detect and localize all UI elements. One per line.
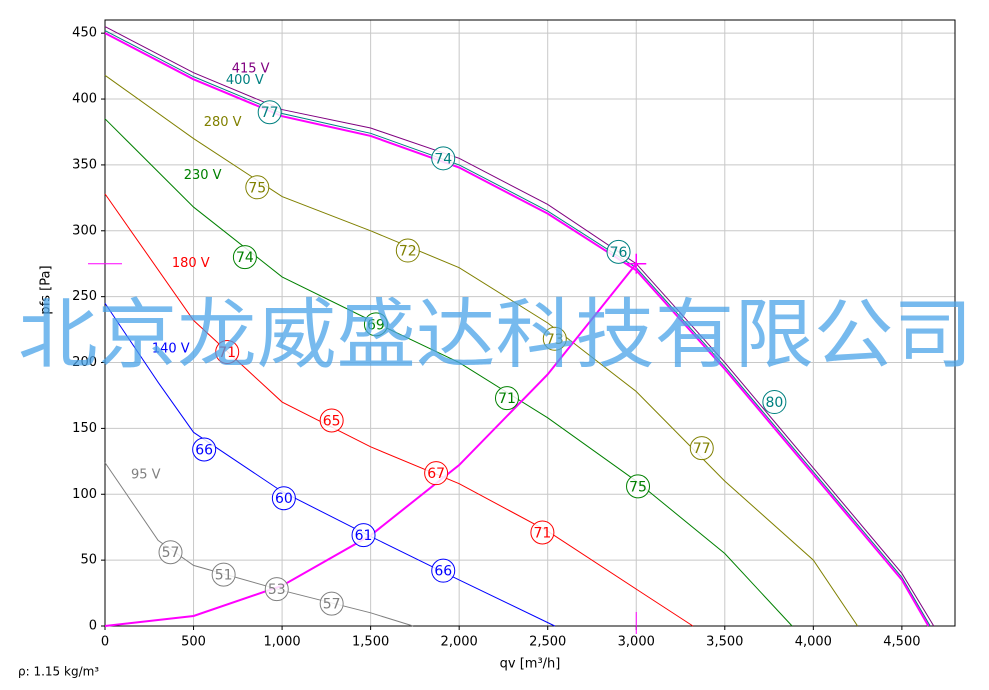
efficiency-marker [530, 520, 555, 545]
curve [104, 32, 930, 627]
efficiency-label: 74 [434, 151, 452, 167]
series-label: 415 V [232, 61, 270, 76]
efficiency-label: 57 [323, 597, 341, 613]
efficiency-label: 77 [693, 441, 711, 457]
efficiency-label: 60 [275, 491, 293, 507]
efficiency-marker [245, 175, 270, 200]
efficiency-label: 57 [162, 545, 180, 561]
series-label: 180 V [172, 256, 210, 271]
efficiency-label: 71 [498, 391, 516, 407]
x-tick-label: 0 [101, 635, 109, 650]
efficiency-marker [494, 386, 519, 411]
curve [104, 26, 935, 627]
efficiency-marker [363, 312, 388, 337]
efficiency-label: 73 [546, 332, 564, 348]
efficiency-label: 77 [261, 105, 279, 121]
efficiency-marker [271, 486, 296, 511]
efficiency-label: 75 [248, 180, 266, 196]
curve [104, 193, 694, 627]
y-tick-label: 150 [72, 421, 97, 436]
efficiency-marker [264, 577, 289, 602]
efficiency-label: 71 [218, 345, 236, 361]
efficiency-label: 66 [434, 564, 452, 580]
efficiency-label: 74 [236, 250, 254, 266]
series-label: 400 V [226, 73, 264, 88]
efficiency-label: 61 [355, 528, 373, 544]
efficiency-label: 53 [268, 582, 286, 598]
efficiency-marker [431, 146, 456, 171]
plot-frame [104, 19, 956, 627]
efficiency-marker [762, 390, 787, 415]
curve [104, 462, 414, 627]
efficiency-label: 66 [195, 442, 213, 458]
x-tick-label: 4,000 [795, 635, 832, 650]
efficiency-label: 69 [367, 317, 385, 333]
y-tick-label: 450 [72, 26, 97, 41]
y-tick-label: 50 [80, 553, 97, 568]
series-label: 140 V [152, 342, 190, 357]
x-tick-label: 1,500 [352, 635, 389, 650]
efficiency-label: 80 [765, 395, 783, 411]
curve [104, 118, 793, 627]
density-note: ρ: 1.15 kg/m³ [18, 665, 99, 679]
efficiency-label: 75 [629, 479, 647, 495]
curve [104, 74, 859, 627]
series-label: 95 V [131, 467, 161, 482]
efficiency-marker [431, 558, 456, 583]
curve [104, 30, 931, 627]
efficiency-label: 51 [215, 568, 233, 584]
efficiency-marker [211, 562, 236, 587]
x-tick-label: 2,500 [529, 635, 566, 650]
efficiency-marker [606, 239, 631, 264]
y-tick-label: 200 [72, 355, 97, 370]
efficiency-marker [395, 238, 420, 263]
series-label: 230 V [184, 168, 222, 183]
y-tick-label: 0 [89, 619, 97, 634]
efficiency-marker [351, 523, 376, 548]
efficiency-label: 76 [610, 245, 628, 261]
efficiency-label: 65 [323, 413, 341, 429]
x-tick-label: 2,000 [441, 635, 478, 650]
efficiency-marker [542, 326, 567, 351]
efficiency-marker [424, 461, 449, 486]
x-tick-label: 1,000 [263, 635, 300, 650]
efficiency-marker [319, 408, 344, 433]
x-axis-label: qv [m³/h] [500, 657, 561, 672]
efficiency-marker [158, 540, 183, 565]
efficiency-marker [689, 436, 714, 461]
y-axis-label: pfs [Pa] [39, 265, 54, 314]
efficiency-label: 72 [399, 244, 417, 260]
efficiency-marker [192, 437, 217, 462]
x-tick-label: 3,500 [706, 635, 743, 650]
x-tick-label: 3,000 [618, 635, 655, 650]
efficiency-marker [257, 100, 282, 125]
y-tick-label: 350 [72, 157, 97, 172]
x-tick-label: 500 [181, 635, 206, 650]
efficiency-marker [319, 591, 344, 616]
efficiency-marker [626, 474, 651, 499]
y-tick-label: 400 [72, 92, 97, 107]
series-label: 280 V [204, 115, 242, 130]
efficiency-marker [232, 245, 257, 270]
y-tick-label: 100 [72, 487, 97, 502]
watermark: 北京龙威盛达科技有限公司 [18, 290, 973, 379]
x-tick-label: 4,500 [883, 635, 920, 650]
y-tick-label: 250 [72, 289, 97, 304]
efficiency-label: 71 [533, 525, 551, 541]
efficiency-label: 67 [427, 466, 445, 482]
y-tick-label: 300 [72, 223, 97, 238]
efficiency-marker [215, 339, 240, 364]
